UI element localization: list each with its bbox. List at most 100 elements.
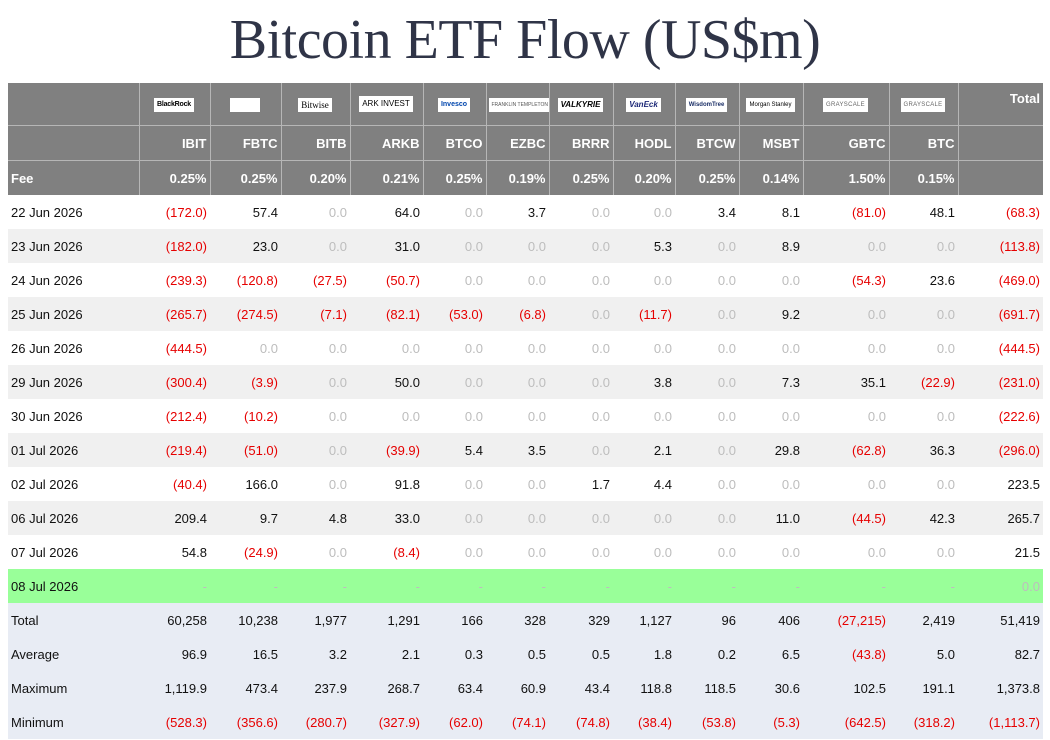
stat-cell: 60.9 [486, 671, 549, 705]
flow-cell: (40.4) [139, 467, 210, 501]
row-date: 30 Jun 2026 [8, 399, 139, 433]
stat-cell: 43.4 [549, 671, 613, 705]
flow-cell: - [486, 569, 549, 603]
flow-cell: 0.0 [549, 297, 613, 331]
flow-cell: 0.0 [549, 399, 613, 433]
fund-logo-cell: ARK INVEST [350, 83, 424, 126]
fund-logo-cell: VALKYRIE [549, 83, 614, 126]
flow-cell: 5.4 [423, 433, 486, 467]
flow-cell: 3.4 [675, 195, 739, 229]
stat-row: Minimum (528.3) (356.6) (280.7) (327.9) (62.0… [8, 705, 1043, 739]
flow-cell: 0.0 [613, 501, 675, 535]
fund-fee: 0.21% [350, 160, 424, 195]
flow-cell: 0.0 [486, 467, 549, 501]
fund-logo-icon: ARK INVEST [359, 96, 413, 113]
flow-cell: 0.0 [675, 331, 739, 365]
fund-logo-icon: Fidelity [229, 97, 261, 112]
stat-total: 1,373.8 [958, 671, 1043, 705]
flow-cell: (62.8) [803, 433, 889, 467]
flow-cell: (53.0) [423, 297, 486, 331]
fund-logo-cell: Invesco [423, 83, 487, 126]
flow-cell: 91.8 [350, 467, 423, 501]
flow-cell: (8.4) [350, 535, 423, 569]
flow-cell: 0.0 [675, 501, 739, 535]
header-ticker-row: IBIT FBTC BITB ARKB BTCO EZBC BRRR HODL BTCW MSBT… [8, 125, 1043, 161]
flow-cell: - [423, 569, 486, 603]
flow-cell: - [281, 569, 350, 603]
flow-cell: 57.4 [210, 195, 281, 229]
page-title: Bitcoin ETF Flow (US$m) [229, 9, 821, 71]
row-date: 06 Jul 2026 [8, 501, 139, 535]
header-ticker-corner [8, 125, 140, 161]
flow-cell: 0.0 [423, 501, 486, 535]
stat-cell: 2.1 [350, 637, 423, 671]
flow-cell: 0.0 [486, 501, 549, 535]
fund-logo-icon: Morgan Stanley [746, 97, 795, 112]
stat-cell: 473.4 [210, 671, 281, 705]
flow-cell: 3.7 [486, 195, 549, 229]
row-date: 02 Jul 2026 [8, 467, 139, 501]
stat-cell: 3.2 [281, 637, 350, 671]
fund-ticker: EZBC [486, 125, 550, 161]
flow-cell: (300.4) [139, 365, 210, 399]
table-row: 24 Jun 2026 (239.3) (120.8) (27.5) (50.7) 0.0… [8, 263, 1043, 297]
flow-cell: (6.8) [486, 297, 549, 331]
row-date: 08 Jul 2026 [8, 569, 139, 603]
fund-logo-cell: Bitwise [281, 83, 351, 126]
flow-cell: 0.0 [613, 195, 675, 229]
flow-cell: 0.0 [549, 331, 613, 365]
fund-logo-icon: WisdomTree [685, 97, 728, 112]
flow-cell: 0.0 [739, 331, 803, 365]
stat-cell: (74.8) [549, 705, 613, 739]
flow-cell: 0.0 [423, 399, 486, 433]
flow-cell: 0.0 [486, 229, 549, 263]
fund-ticker: ARKB [350, 125, 424, 161]
flow-cell: 0.0 [549, 433, 613, 467]
flow-cell: 8.9 [739, 229, 803, 263]
flow-cell: 166.0 [210, 467, 281, 501]
fund-fee: 0.20% [613, 160, 676, 195]
fund-logo-icon: VALKYRIE [557, 97, 604, 112]
fund-ticker: MSBT [739, 125, 804, 161]
stat-cell: 0.3 [423, 637, 486, 671]
flow-cell: 0.0 [675, 467, 739, 501]
stat-cell: (356.6) [210, 705, 281, 739]
flow-cell: (3.9) [210, 365, 281, 399]
flow-cell: 0.0 [803, 297, 889, 331]
flow-cell: (27.5) [281, 263, 350, 297]
flow-cell: 0.0 [675, 263, 739, 297]
fund-logo-icon: VanEck [626, 97, 661, 112]
flow-cell: 0.0 [613, 263, 675, 297]
fund-logo-cell: VanEck [613, 83, 676, 126]
flow-cell: 1.7 [549, 467, 613, 501]
stat-cell: 63.4 [423, 671, 486, 705]
flow-cell: 0.0 [486, 399, 549, 433]
flow-cell: 0.0 [281, 365, 350, 399]
flow-cell: (120.8) [210, 263, 281, 297]
flow-cell: - [210, 569, 281, 603]
row-total: 0.0 [958, 569, 1043, 603]
flow-cell: (10.2) [210, 399, 281, 433]
flow-cell: 0.0 [423, 263, 486, 297]
flow-cell: 0.0 [739, 399, 803, 433]
table-row: 06 Jul 2026 209.4 9.7 4.8 33.0 0.0 0.0 0.0 0.0 0.… [8, 501, 1043, 535]
flow-cell: 0.0 [549, 263, 613, 297]
stat-cell: 6.5 [739, 637, 803, 671]
flow-cell: 0.0 [549, 501, 613, 535]
row-total: (296.0) [958, 433, 1043, 467]
row-date: 01 Jul 2026 [8, 433, 139, 467]
flow-cell: 0.0 [281, 433, 350, 467]
table-row: 02 Jul 2026 (40.4) 166.0 0.0 91.8 0.0 0.0 1.7 4.… [8, 467, 1043, 501]
stat-cell: (38.4) [613, 705, 675, 739]
flow-cell: 0.0 [803, 331, 889, 365]
table-row: 25 Jun 2026 (265.7) (274.5) (7.1) (82.1) (53.… [8, 297, 1043, 331]
flow-cell: 0.0 [613, 535, 675, 569]
stat-cell: 1,291 [350, 603, 423, 637]
flow-cell: 23.0 [210, 229, 281, 263]
flow-cell: 0.0 [889, 535, 958, 569]
flow-cell: - [350, 569, 423, 603]
stat-cell: (27,215) [803, 603, 889, 637]
flow-cell: 42.3 [889, 501, 958, 535]
fund-fee: 0.19% [486, 160, 550, 195]
fund-logo-icon: FRANKLIN TEMPLETON [488, 97, 548, 112]
